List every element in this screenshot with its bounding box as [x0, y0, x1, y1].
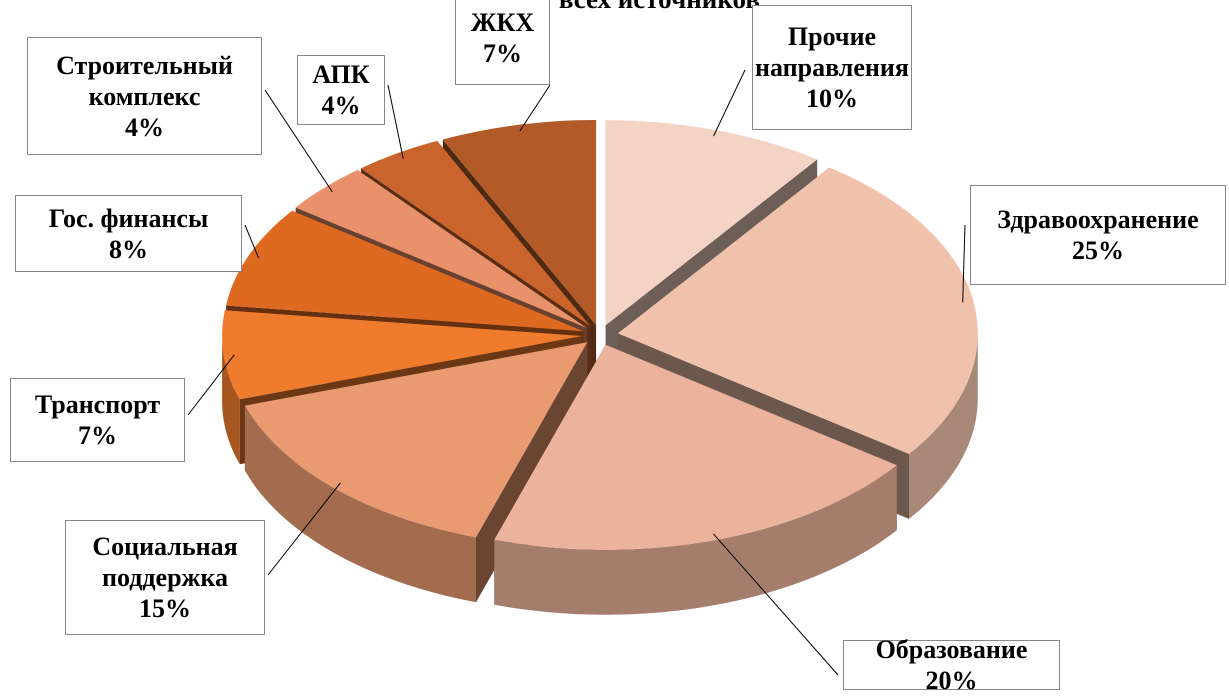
slice-wall [222, 336, 240, 465]
label-value: 25% [1072, 236, 1124, 265]
slice [226, 210, 584, 332]
data-label: Прочие направления 10% [752, 5, 912, 130]
slice-wall [494, 465, 897, 615]
leader-line [713, 69, 746, 137]
data-label: ЖКХ 7% [455, 0, 550, 85]
leader-line [264, 89, 333, 193]
label-name: Здравоохранение [997, 205, 1199, 234]
slice [617, 167, 978, 454]
label-name: Образование [875, 635, 1028, 664]
data-label: Гос. финансы 8% [15, 195, 242, 272]
slice [360, 140, 591, 327]
label-value: 7% [78, 421, 117, 450]
label-value: 20% [925, 666, 978, 695]
slice [222, 310, 583, 400]
label-name: Транспорт [34, 390, 161, 419]
chart-title: за счет всех источников [0, 0, 1229, 15]
slice-wall [244, 405, 476, 603]
data-label: Социальная поддержка 15% [65, 520, 265, 635]
label-value: 15% [139, 594, 191, 623]
leader-line [387, 84, 404, 159]
label-name: Строительный комплекс [56, 50, 233, 111]
data-label: Здравоохранение 25% [970, 185, 1226, 285]
label-value: 7% [483, 38, 522, 68]
slice-wall [909, 333, 978, 519]
slice [442, 120, 597, 325]
label-name: Гос. финансы [48, 203, 209, 233]
slice [494, 344, 897, 550]
leader-line [267, 482, 341, 576]
leader-line [713, 533, 839, 676]
label-value: 10% [806, 84, 858, 113]
label-name: Прочие направления [755, 22, 909, 82]
data-label: Транспорт 7% [10, 378, 185, 462]
label-value: 4% [321, 91, 361, 120]
label-name: АПК [312, 60, 370, 89]
label-name: ЖКХ [470, 7, 535, 37]
slice [605, 120, 818, 326]
label-value: 8% [109, 234, 148, 264]
label-name: Социальная поддержка [92, 532, 238, 592]
leader-line [187, 354, 235, 416]
data-label: Строительный комплекс 4% [27, 37, 262, 155]
leader-line [244, 224, 260, 259]
data-label: Образование 20% [843, 635, 1060, 695]
leader-line [962, 224, 966, 303]
data-label: АПК 4% [297, 55, 385, 125]
slice [244, 342, 588, 538]
leader-line [519, 84, 551, 132]
label-value: 4% [125, 112, 164, 142]
slice [295, 170, 587, 328]
